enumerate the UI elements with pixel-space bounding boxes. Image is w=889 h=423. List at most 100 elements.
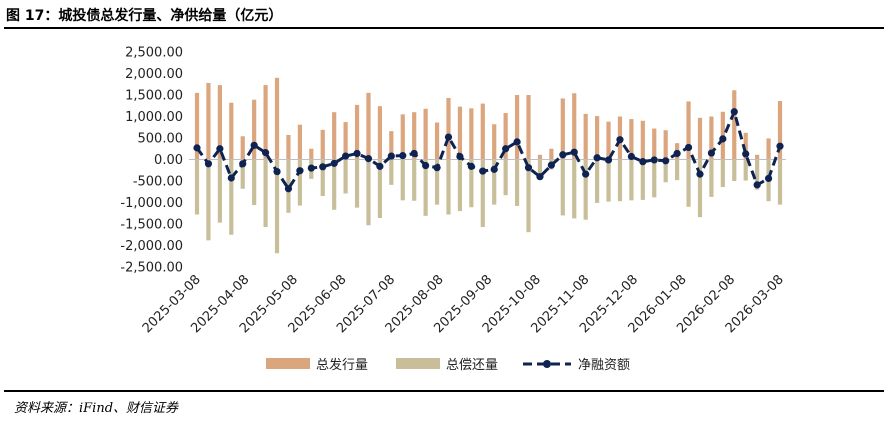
repay-bar bbox=[606, 159, 611, 202]
net-point bbox=[296, 167, 304, 175]
issue-bar bbox=[343, 122, 348, 160]
legend-swatch-issue bbox=[266, 358, 310, 369]
net-point bbox=[662, 157, 670, 165]
net-point bbox=[742, 150, 750, 158]
net-point bbox=[616, 136, 624, 144]
net-point bbox=[353, 149, 361, 158]
issue-bar bbox=[320, 129, 325, 160]
net-point bbox=[330, 159, 338, 167]
net-point bbox=[284, 185, 293, 193]
y-tick-label: -2,500.00 bbox=[120, 261, 183, 276]
net-point bbox=[387, 152, 395, 160]
source-note: 资料来源：iFind、财信证券 bbox=[14, 401, 179, 416]
net-point bbox=[684, 143, 693, 152]
issue-bar bbox=[606, 121, 611, 160]
issue-bar bbox=[354, 104, 360, 160]
issue-bar bbox=[274, 77, 280, 160]
issue-bar bbox=[526, 95, 531, 160]
net-point bbox=[216, 145, 224, 153]
issue-bar bbox=[377, 106, 383, 160]
repay-bar bbox=[652, 159, 657, 198]
repay-bar bbox=[332, 159, 337, 210]
bottom-rule bbox=[4, 390, 884, 392]
repay-bar bbox=[720, 159, 725, 188]
net-point bbox=[604, 156, 613, 164]
repay-bar bbox=[629, 159, 634, 201]
net-point bbox=[673, 149, 681, 158]
issue-bar bbox=[446, 98, 451, 160]
issue-bar bbox=[743, 132, 748, 160]
legend-label-repay: 总偿还量 bbox=[446, 358, 498, 373]
legend-marker-net bbox=[543, 360, 551, 368]
net-point bbox=[582, 170, 590, 178]
issue-bar bbox=[594, 116, 600, 160]
net-point bbox=[696, 170, 704, 178]
repay-bar bbox=[400, 159, 405, 201]
net-point bbox=[342, 152, 350, 160]
net-point bbox=[776, 142, 784, 150]
net-point bbox=[650, 156, 658, 164]
y-tick-label: 2,500.00 bbox=[125, 46, 183, 61]
net-point bbox=[250, 141, 258, 149]
net-point bbox=[204, 160, 213, 168]
repay-bar bbox=[732, 159, 737, 181]
repay-bar bbox=[320, 159, 325, 197]
repay-bar bbox=[686, 159, 691, 207]
issue-bar bbox=[537, 154, 543, 160]
repay-bar bbox=[240, 159, 245, 189]
net-point bbox=[319, 163, 327, 171]
repay-bar bbox=[366, 159, 371, 226]
repay-bar bbox=[457, 159, 463, 212]
net-series-line bbox=[195, 110, 782, 191]
net-point bbox=[593, 154, 601, 162]
issue-bar bbox=[286, 134, 291, 160]
issue-bar bbox=[297, 124, 302, 160]
x-axis: 2025-03-082025-04-082025-05-082025-06-08… bbox=[140, 272, 787, 336]
net-point bbox=[536, 173, 544, 181]
repay-bar bbox=[514, 159, 520, 206]
combo-chart: 2,500.00 2,000.00 1,500.00 1,000.00 500.00 0.… bbox=[120, 46, 787, 374]
repay-bar bbox=[343, 159, 348, 194]
issue-bar bbox=[263, 85, 268, 160]
net-point bbox=[376, 162, 384, 170]
repay-bar bbox=[194, 159, 200, 215]
issue-bar bbox=[194, 92, 200, 160]
y-tick-label: 1,000.00 bbox=[125, 110, 183, 125]
y-tick-label: 2,000.00 bbox=[125, 67, 183, 82]
repay-bars bbox=[194, 159, 783, 254]
issue-bar bbox=[309, 148, 314, 160]
repay-bar bbox=[560, 159, 565, 216]
repay-bar bbox=[743, 159, 748, 181]
repay-bar bbox=[480, 159, 485, 228]
issue-bar bbox=[663, 130, 668, 160]
issue-bar bbox=[766, 138, 771, 160]
issue-bar bbox=[514, 95, 520, 160]
net-point bbox=[490, 165, 498, 173]
repay-bar bbox=[297, 159, 302, 206]
net-point bbox=[502, 145, 510, 153]
issue-bar bbox=[732, 90, 737, 160]
issue-bar bbox=[686, 101, 691, 160]
net-point bbox=[456, 152, 464, 161]
issue-bar bbox=[492, 124, 497, 160]
net-point bbox=[307, 164, 315, 172]
net-point bbox=[261, 149, 270, 157]
legend: 总发行量 总偿还量 净融资额 bbox=[266, 357, 630, 373]
issue-bar bbox=[206, 82, 211, 160]
issue-bar bbox=[252, 99, 257, 160]
repay-bar bbox=[434, 159, 440, 205]
y-tick-label: 500.00 bbox=[138, 132, 184, 147]
net-point bbox=[524, 164, 533, 172]
issue-bars bbox=[194, 77, 783, 160]
repay-bar bbox=[389, 159, 394, 185]
issue-bar bbox=[412, 112, 417, 160]
y-tick-label: -2,000.00 bbox=[120, 239, 183, 254]
issue-bar bbox=[457, 106, 463, 160]
repay-bar bbox=[423, 159, 428, 216]
net-point bbox=[570, 148, 578, 156]
repay-bar bbox=[469, 159, 474, 208]
issue-bar bbox=[652, 128, 657, 160]
issue-bar bbox=[640, 120, 645, 160]
issue-bar bbox=[332, 112, 337, 160]
repay-bar bbox=[354, 159, 360, 208]
